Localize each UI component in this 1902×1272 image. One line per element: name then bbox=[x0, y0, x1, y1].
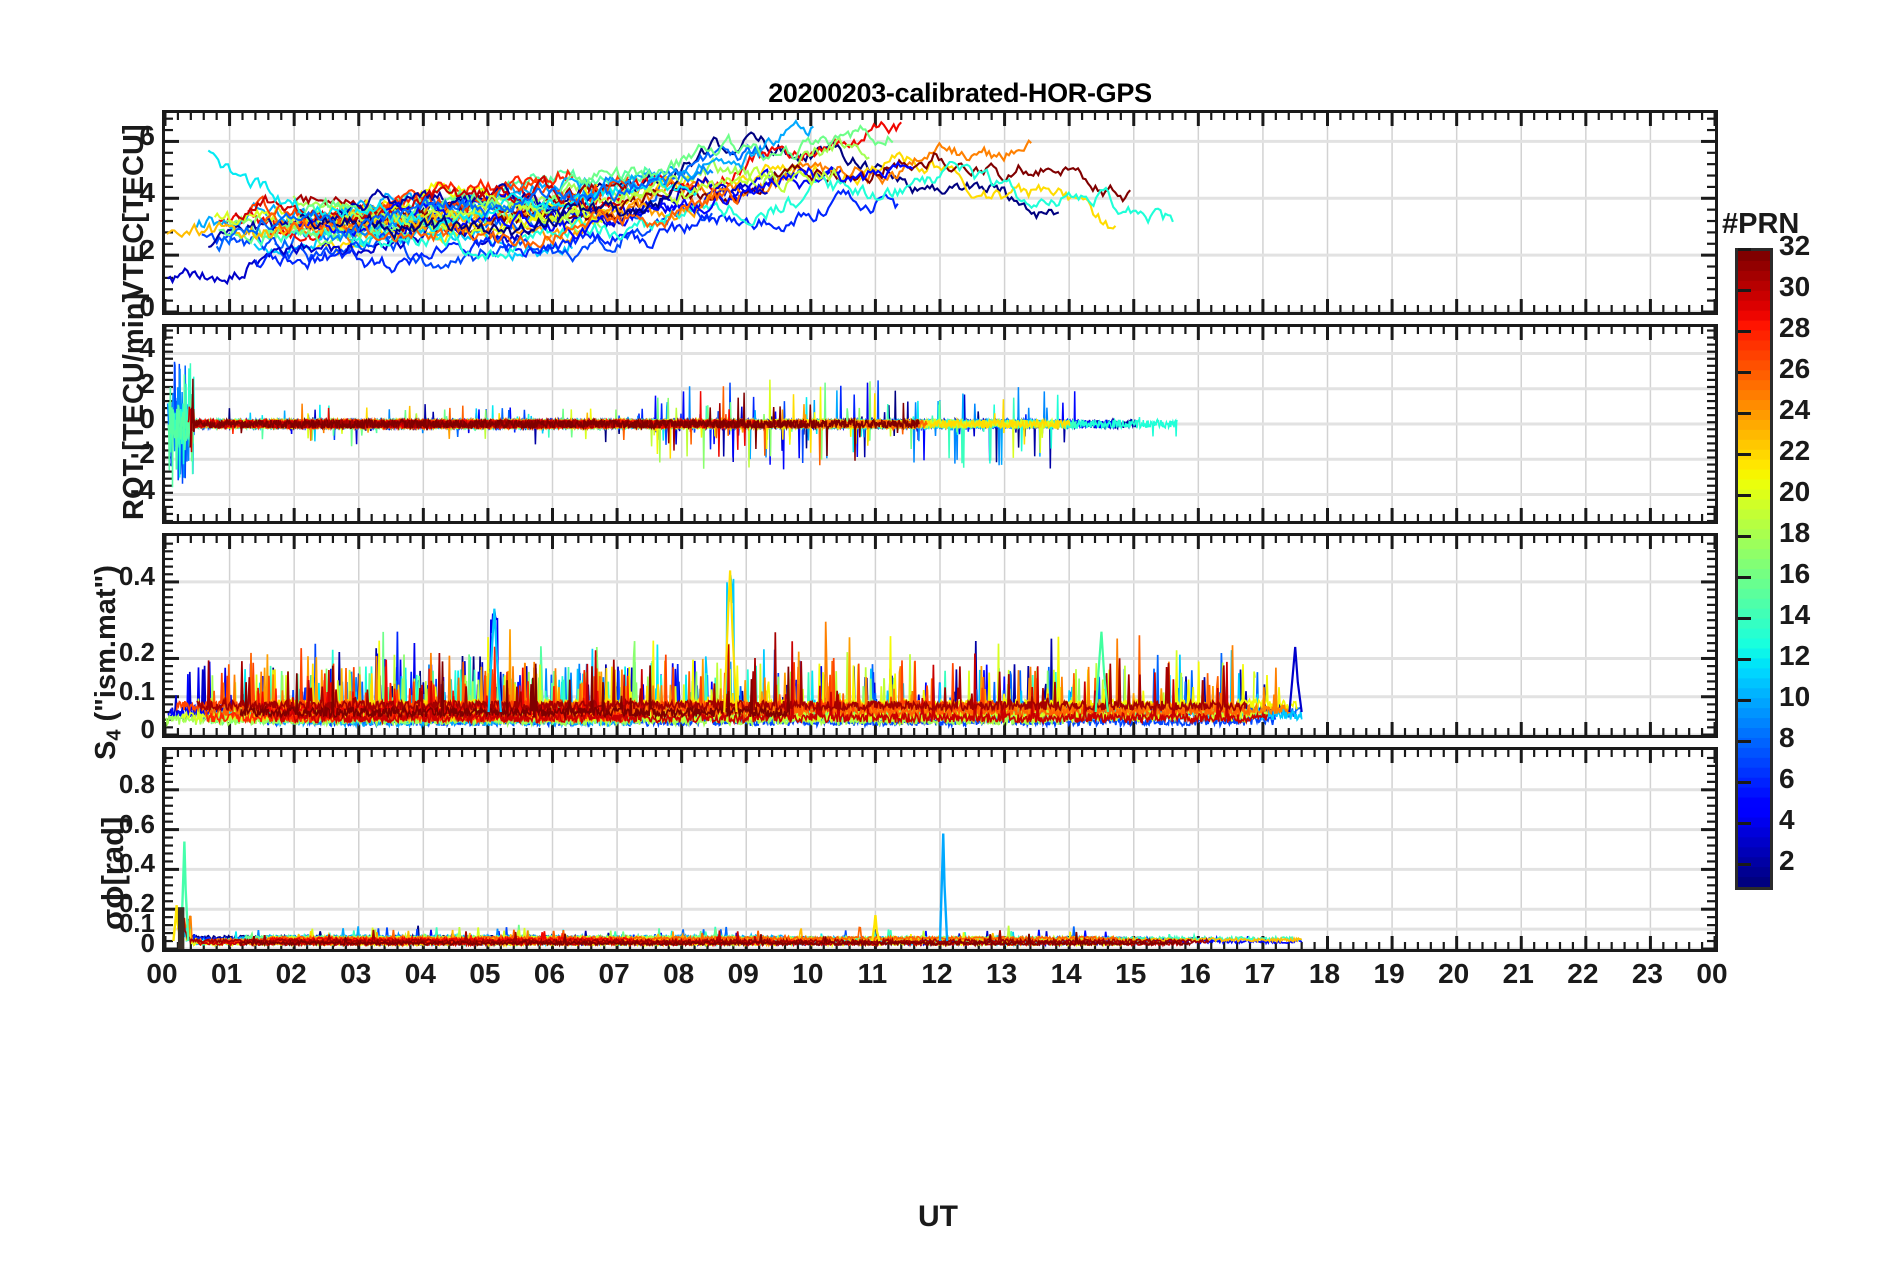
data-traces-s4 bbox=[165, 570, 1303, 730]
y-tick-rot-4: 4 bbox=[139, 332, 155, 364]
page-title: 20200203-calibrated-HOR-GPS bbox=[768, 78, 1152, 108]
x-axis-label: UT bbox=[918, 1200, 958, 1233]
x-tick-3: 03 bbox=[340, 958, 372, 989]
panel-sigma-phi bbox=[162, 747, 1718, 952]
x-tick-7: 07 bbox=[598, 958, 630, 989]
x-tick-1: 01 bbox=[211, 958, 243, 989]
x-tick-14: 14 bbox=[1050, 958, 1082, 989]
x-tick-15: 15 bbox=[1115, 958, 1147, 989]
x-tick-22: 22 bbox=[1567, 958, 1599, 989]
y-tick-vtec-1: 2 bbox=[139, 234, 155, 266]
y-tick-rot-0: -4 bbox=[130, 473, 155, 505]
panel-s4 bbox=[162, 533, 1718, 738]
colorbar-tickmark-2 bbox=[1738, 330, 1751, 334]
colorbar-tick-8: 16 bbox=[1779, 558, 1811, 590]
x-tick-16: 16 bbox=[1179, 958, 1211, 989]
data-traces-rot bbox=[166, 361, 1178, 488]
colorbar-tick-6: 20 bbox=[1779, 476, 1811, 508]
colorbar-tick-10: 12 bbox=[1779, 640, 1811, 672]
x-tick-5: 05 bbox=[469, 958, 501, 989]
colorbar-tickmark-6 bbox=[1738, 494, 1751, 498]
panel-vtec bbox=[162, 110, 1718, 315]
y-tick-s4-1: 0.1 bbox=[118, 675, 155, 706]
colorbar-tick-4: 24 bbox=[1779, 394, 1811, 426]
colorbar-tick-7: 18 bbox=[1779, 517, 1811, 549]
plot-area-rot bbox=[165, 327, 1715, 521]
colorbar-tick-9: 14 bbox=[1779, 599, 1811, 631]
colorbar-tick-14: 4 bbox=[1779, 804, 1795, 836]
colorbar-tick-1: 30 bbox=[1779, 271, 1811, 303]
colorbar-tickmark-9 bbox=[1738, 617, 1751, 621]
y-tick-vtec-0: 0 bbox=[139, 291, 155, 322]
x-tick-4: 04 bbox=[404, 958, 436, 989]
x-tick-11: 11 bbox=[857, 958, 888, 989]
colorbar-tickmark-11 bbox=[1738, 699, 1751, 703]
x-tick-18: 18 bbox=[1308, 958, 1341, 989]
y-tick-sigma_phi-3: 0.4 bbox=[118, 848, 155, 879]
x-tick-13: 13 bbox=[986, 958, 1018, 989]
axis-ticks-s4 bbox=[165, 536, 1715, 735]
x-tick-24: 00 bbox=[1696, 958, 1728, 989]
x-tick-19: 19 bbox=[1373, 958, 1405, 989]
y-tick-vtec-2: 4 bbox=[139, 177, 155, 209]
y-tick-rot-2: 0 bbox=[139, 403, 155, 434]
colorbar-tick-3: 26 bbox=[1779, 353, 1811, 385]
colorbar-tick-11: 10 bbox=[1779, 681, 1811, 713]
colorbar-title: #PRN bbox=[1722, 208, 1800, 240]
colorbar-tickmark-0 bbox=[1738, 248, 1751, 251]
axis-ticks-vtec bbox=[165, 113, 1715, 312]
x-tick-9: 09 bbox=[727, 958, 759, 989]
panel-rot bbox=[162, 324, 1718, 524]
colorbar-tick-13: 6 bbox=[1779, 763, 1795, 795]
colorbar-tickmark-14 bbox=[1738, 822, 1751, 826]
colorbar bbox=[1735, 248, 1773, 890]
colorbar-tickmark-7 bbox=[1738, 535, 1751, 539]
colorbar-gradient bbox=[1738, 251, 1770, 887]
x-tick-23: 23 bbox=[1631, 958, 1663, 989]
y-tick-s4-0: 0 bbox=[140, 714, 155, 744]
x-tick-6: 06 bbox=[533, 958, 566, 989]
data-traces-vtec bbox=[166, 119, 1174, 286]
colorbar-tickmark-15 bbox=[1738, 863, 1751, 867]
x-tick-21: 21 bbox=[1502, 958, 1534, 989]
plot-area-sigma_phi bbox=[165, 750, 1715, 949]
y-tick-sigma_phi-4: 0.6 bbox=[118, 808, 155, 839]
colorbar-tickmark-1 bbox=[1738, 289, 1751, 293]
colorbar-tickmark-12 bbox=[1738, 740, 1751, 744]
colorbar-tickmark-5 bbox=[1738, 453, 1751, 457]
axis-ticks-rot bbox=[165, 327, 1715, 521]
colorbar-tick-2: 28 bbox=[1779, 312, 1811, 344]
colorbar-tick-12: 8 bbox=[1779, 722, 1795, 754]
y-tick-sigma_phi-0: 0 bbox=[140, 928, 155, 958]
colorbar-tickmark-10 bbox=[1738, 658, 1751, 662]
y-tick-vtec-3: 6 bbox=[139, 120, 155, 152]
x-tick-12: 12 bbox=[921, 958, 953, 989]
y-tick-s4-3: 0.4 bbox=[118, 560, 155, 591]
x-tick-0: 00 bbox=[146, 958, 178, 989]
y-tick-rot-1: -2 bbox=[130, 438, 155, 470]
y-tick-sigma_phi-1: 0.1 bbox=[118, 908, 155, 939]
colorbar-tickmark-4 bbox=[1738, 412, 1751, 416]
data-traces-sigma_phi bbox=[172, 833, 1303, 949]
colorbar-tick-0: 32 bbox=[1779, 230, 1811, 261]
colorbar-tick-15: 2 bbox=[1779, 845, 1795, 877]
y-tick-s4-2: 0.2 bbox=[118, 637, 155, 668]
x-tick-17: 17 bbox=[1244, 958, 1276, 989]
y-tick-rot-3: 2 bbox=[139, 367, 155, 399]
x-tick-10: 10 bbox=[792, 958, 824, 989]
y-tick-sigma_phi-2: 0.2 bbox=[118, 888, 155, 919]
colorbar-tickmark-13 bbox=[1738, 781, 1751, 785]
colorbar-tickmark-3 bbox=[1738, 371, 1751, 375]
y-tick-sigma_phi-5: 0.8 bbox=[118, 768, 155, 799]
x-tick-20: 20 bbox=[1438, 958, 1470, 989]
x-tick-8: 08 bbox=[663, 958, 695, 989]
plot-area-vtec bbox=[165, 113, 1715, 312]
x-tick-2: 02 bbox=[275, 958, 307, 989]
colorbar-tick-5: 22 bbox=[1779, 435, 1811, 467]
plot-area-s4 bbox=[165, 536, 1715, 735]
colorbar-tickmark-8 bbox=[1738, 576, 1751, 580]
